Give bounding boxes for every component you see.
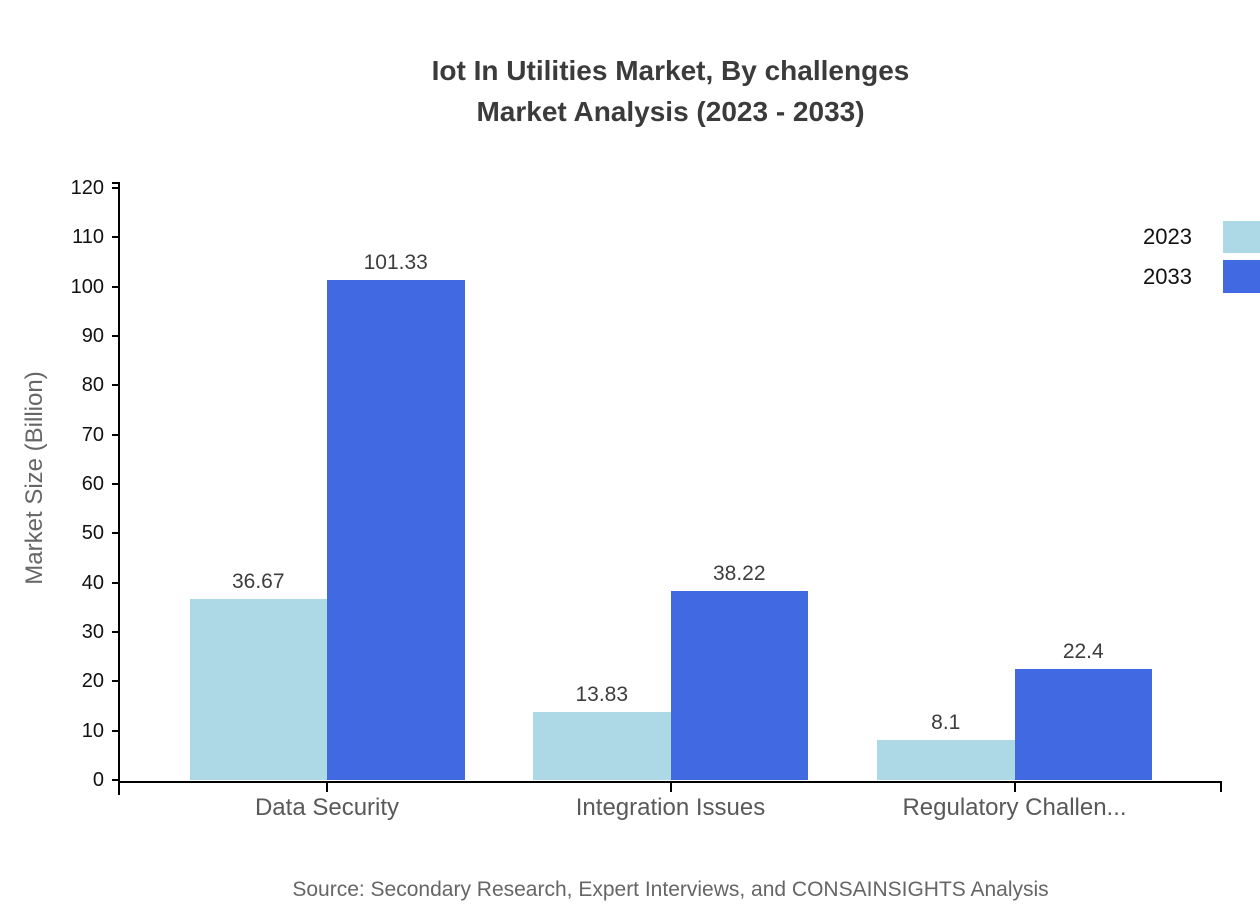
x-axis-endcap-tick [1220,783,1222,792]
category-label: Regulatory Challen... [902,794,1127,821]
bar-value-label: 8.1 [931,711,961,734]
y-axis-tick-label: 40 [81,571,104,594]
y-axis-tick-label: 110 [72,226,104,249]
y-axis-tick-label: 60 [81,473,104,495]
legend-label-2033: 2033 [1143,264,1192,289]
source-attribution: Source: Secondary Research, Expert Inter… [292,878,1049,901]
y-axis-tick-label: 90 [81,325,104,347]
x-axis-line [118,781,1222,783]
y-axis-tick-label: 50 [81,522,104,545]
bar-value-label: 101.33 [363,251,428,274]
y-axis-tick-label: 80 [81,374,104,397]
y-axis-tick [112,285,120,288]
y-axis-line [118,183,120,795]
x-axis-tick [669,783,672,792]
y-axis-tick [112,729,120,732]
bar-2033-0 [327,280,465,780]
legend-swatch-2033 [1223,260,1260,293]
bar-value-label: 13.83 [575,683,629,706]
chart-title-line2: Market Analysis (2023 - 2033) [476,96,865,127]
bar-value-label: 36.67 [231,570,285,593]
x-axis-tick [326,783,328,792]
y-axis-tick-label: 70 [81,423,104,446]
y-axis-tick [112,581,120,584]
y-axis-tick-label: 0 [92,769,104,791]
x-axis-tick [1013,783,1016,792]
y-axis-tick-label: 20 [81,670,104,693]
y-axis-tick [112,384,120,387]
y-axis-tick-label: 10 [81,719,104,742]
category-label: Integration Issues [575,794,766,821]
bar-2023-1 [533,712,671,780]
bar-2023-2 [877,740,1015,780]
y-axis-tick [112,779,120,781]
legend-swatch-2023 [1223,221,1260,253]
y-axis-tick [112,532,120,535]
y-axis-tick [112,680,120,683]
y-axis-tick [112,483,120,485]
y-axis-tick-label: 30 [81,621,104,643]
bar-2033-2 [1014,669,1152,780]
chart-title: Iot In Utilities Market, By challenges M… [120,50,1221,132]
y-axis-tick-label: 100 [70,275,104,298]
y-axis-tick [112,335,120,337]
chart-title-line1: Iot In Utilities Market, By challenges [431,55,910,86]
bar-2023-0 [189,599,327,780]
y-axis-endcap-tick [112,182,120,184]
legend-label-2023: 2023 [1143,224,1192,249]
y-axis-tick [112,187,120,189]
category-label: Data Security [254,794,400,821]
y-axis-tick [112,236,120,239]
y-axis-tick [112,631,120,633]
bar-2033-1 [670,591,808,780]
bar-value-label: 38.22 [712,562,766,585]
y-axis-tick-label: 120 [70,177,104,199]
y-axis-tick [112,433,120,436]
bar-value-label: 22.4 [1062,640,1104,663]
